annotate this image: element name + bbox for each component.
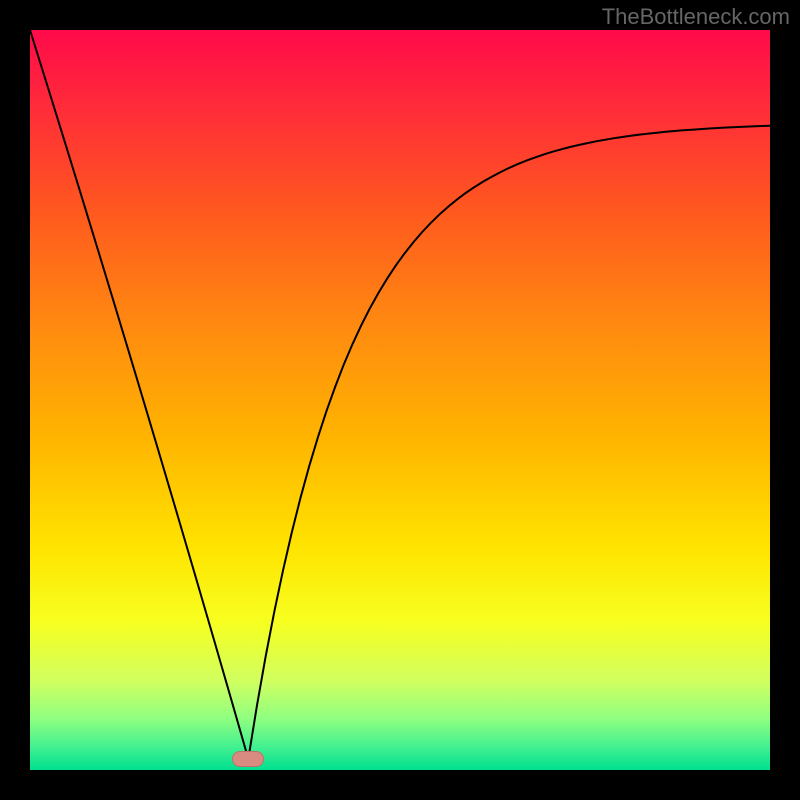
- vertex-marker: [232, 751, 264, 767]
- bottleneck-curve: [30, 30, 770, 759]
- curve-overlay: [0, 0, 800, 800]
- watermark-text: TheBottleneck.com: [602, 4, 790, 30]
